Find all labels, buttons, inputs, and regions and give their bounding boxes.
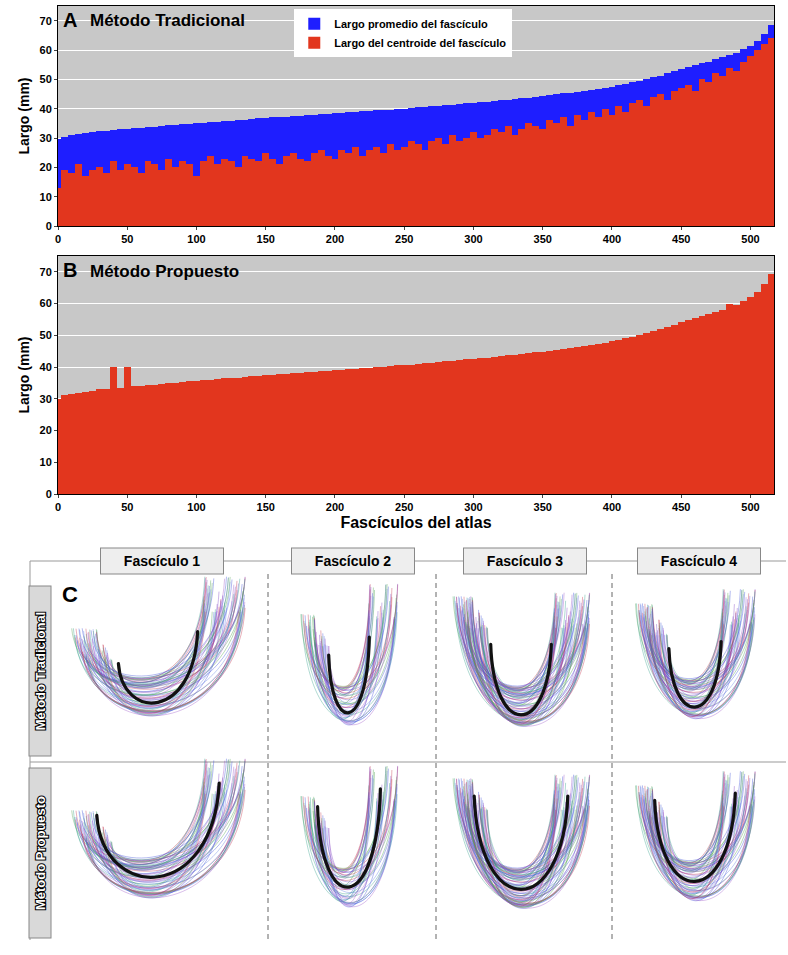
svg-text:10: 10: [40, 456, 52, 468]
svg-text:0: 0: [55, 501, 61, 513]
svg-text:60: 60: [40, 297, 52, 309]
svg-text:250: 250: [395, 233, 413, 245]
svg-text:Fascículo 4: Fascículo 4: [661, 553, 737, 569]
svg-text:250: 250: [395, 501, 413, 513]
svg-text:50: 50: [121, 501, 133, 513]
svg-text:A: A: [63, 9, 77, 31]
svg-text:40: 40: [40, 103, 52, 115]
svg-text:150: 150: [257, 233, 275, 245]
svg-text:60: 60: [40, 44, 52, 56]
svg-text:Largo (mm): Largo (mm): [16, 337, 32, 414]
svg-text:Método Propuesto: Método Propuesto: [33, 796, 48, 910]
svg-text:Fascículo 3: Fascículo 3: [487, 553, 563, 569]
svg-text:70: 70: [40, 15, 52, 27]
svg-text:300: 300: [464, 233, 482, 245]
svg-text:150: 150: [257, 501, 275, 513]
svg-text:40: 40: [40, 361, 52, 373]
svg-text:500: 500: [741, 233, 759, 245]
svg-text:20: 20: [40, 424, 52, 436]
svg-text:70: 70: [40, 266, 52, 278]
svg-text:450: 450: [672, 501, 690, 513]
svg-text:200: 200: [326, 501, 344, 513]
svg-text:Largo (mm): Largo (mm): [16, 78, 32, 155]
svg-text:500: 500: [741, 501, 759, 513]
svg-text:Largo promedio del fascículo: Largo promedio del fascículo: [334, 18, 488, 30]
svg-text:30: 30: [40, 132, 52, 144]
svg-text:20: 20: [40, 161, 52, 173]
svg-text:0: 0: [46, 488, 52, 500]
svg-text:450: 450: [672, 233, 690, 245]
svg-text:100: 100: [187, 233, 205, 245]
svg-text:50: 50: [121, 233, 133, 245]
svg-text:350: 350: [534, 501, 552, 513]
svg-text:Largo del centroide del fascíc: Largo del centroide del fascículo: [334, 37, 506, 49]
svg-text:Fascículo 1: Fascículo 1: [124, 553, 200, 569]
svg-text:0: 0: [46, 220, 52, 232]
svg-text:100: 100: [187, 501, 205, 513]
svg-text:0: 0: [55, 233, 61, 245]
svg-text:Método Tradicional: Método Tradicional: [33, 612, 48, 730]
svg-text:50: 50: [40, 329, 52, 341]
svg-text:200: 200: [326, 233, 344, 245]
svg-text:Método Propuesto: Método Propuesto: [90, 262, 239, 281]
svg-text:400: 400: [603, 233, 621, 245]
svg-text:350: 350: [534, 233, 552, 245]
svg-text:10: 10: [40, 191, 52, 203]
svg-text:300: 300: [464, 501, 482, 513]
svg-text:50: 50: [40, 73, 52, 85]
svg-text:400: 400: [603, 501, 621, 513]
svg-text:Fascículos del atlas: Fascículos del atlas: [340, 514, 491, 531]
svg-text:B: B: [63, 259, 77, 281]
svg-text:30: 30: [40, 393, 52, 405]
svg-text:Método Tradicional: Método Tradicional: [90, 11, 245, 30]
svg-text:Fascículo 2: Fascículo 2: [315, 553, 391, 569]
svg-text:C: C: [62, 582, 78, 607]
